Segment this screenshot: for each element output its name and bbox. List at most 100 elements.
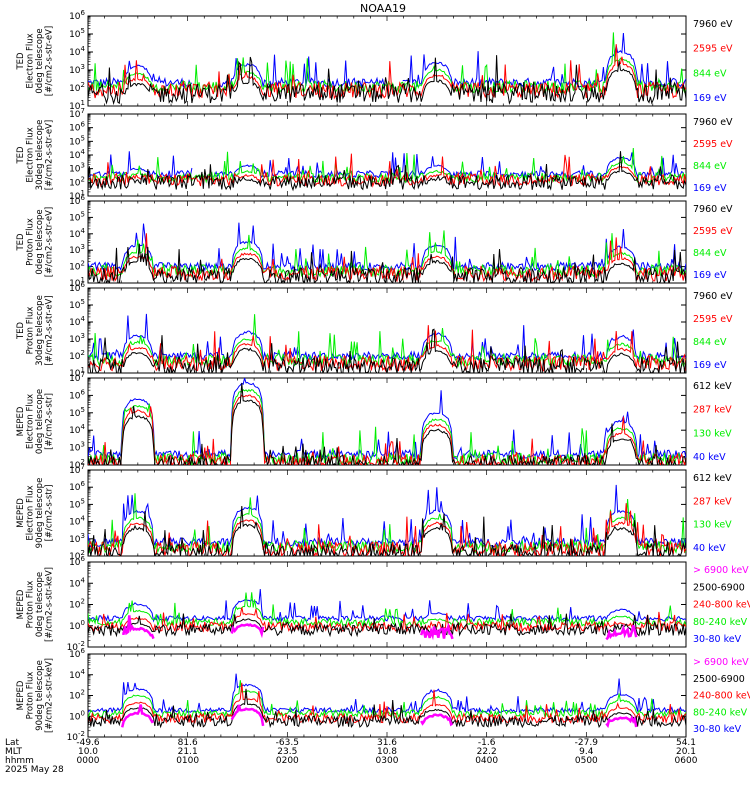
y-tick-label: 104 <box>69 423 85 436</box>
legend-entry: 2500-6900 <box>693 582 745 593</box>
y-axis-label: TEDProton Flux0deg telescope[#/cm2-s-str… <box>16 207 55 277</box>
x-tick-value: 10.0 <box>78 747 98 757</box>
x-tick-value: 31.6 <box>377 738 397 748</box>
legend-entry: 2500-6900 <box>693 674 745 685</box>
panel-frame <box>87 653 687 738</box>
y-tick-label: 103 <box>69 332 85 345</box>
y-tick-label: 103 <box>69 243 85 256</box>
legend-entry: 7960 eV <box>693 117 733 128</box>
series-line-magenta <box>122 615 638 641</box>
y-tick-label: 100 <box>69 619 85 632</box>
x-tick-value: 23.5 <box>277 747 297 757</box>
legend-entry: 2595 eV <box>693 44 733 55</box>
legend-entry: 169 eV <box>693 93 727 104</box>
y-tick-label: 104 <box>69 227 85 240</box>
legend-entry: 169 eV <box>693 183 727 194</box>
x-tick-value: 0000 <box>77 756 100 766</box>
x-tick-value: 0300 <box>376 756 399 766</box>
series-line-green <box>88 314 686 368</box>
series-line-magenta <box>120 704 638 729</box>
y-tick-label: 102 <box>69 349 85 362</box>
legend-entry: 844 eV <box>693 248 727 259</box>
y-tick-label: 106 <box>69 121 85 134</box>
series-line-black <box>88 613 686 638</box>
series-line-black <box>88 151 686 192</box>
y-tick-label: 105 <box>69 497 85 510</box>
y-axis-label: MEPEDElectron Flux0deg telescope[#/cm2-s… <box>16 389 55 454</box>
x-row-label: MLT <box>5 747 23 757</box>
x-tick-value: 0600 <box>675 756 698 766</box>
series-line-black <box>88 688 686 729</box>
legend-entry: 40 keV <box>693 543 726 554</box>
series-line-black <box>88 55 686 106</box>
y-tick-label: 105 <box>69 134 85 147</box>
x-tick-value: 10.8 <box>377 747 397 757</box>
legend-entry: 80-240 keV <box>693 617 748 628</box>
y-tick-label: 10-2 <box>67 640 85 653</box>
legend-entry: 612 keV <box>693 381 732 392</box>
x-row-label: Lat <box>5 738 20 748</box>
legend-entry: 2595 eV <box>693 314 733 325</box>
series-line-blue <box>88 222 686 273</box>
x-tick-value: -27.9 <box>575 738 599 748</box>
plot-title: NOAA19 <box>360 2 406 15</box>
y-tick-label: 103 <box>69 162 85 175</box>
x-row-label: hhmm <box>5 756 34 766</box>
legend-entry: 80-240 keV <box>693 707 748 718</box>
legend-entry: 2595 eV <box>693 139 733 150</box>
y-axis-label: MEPEDElectron Flux90deg telescope[#/cm2-… <box>16 478 55 549</box>
panel-8: 10-2 100 102 104 106 MEPEDProton Flux90deg te… <box>16 647 750 743</box>
legend-entry: 240-800 keV <box>693 691 750 702</box>
y-tick-label: 106 <box>69 480 85 493</box>
legend-entry: 7960 eV <box>693 19 733 30</box>
y-tick-label: 106 <box>69 281 85 294</box>
legend-entry: 130 keV <box>693 520 732 531</box>
y-tick-label: 102 <box>69 260 85 273</box>
y-tick-label: 104 <box>69 45 85 58</box>
y-tick-label: 106 <box>69 9 85 22</box>
legend-entry: 30-80 keV <box>693 724 742 735</box>
legend-entry: 844 eV <box>693 161 727 172</box>
series-line-black <box>88 328 686 373</box>
y-tick-label: 102 <box>69 549 85 562</box>
series-line-blue <box>88 378 686 461</box>
series-traces <box>88 32 686 106</box>
legend-entry: 169 eV <box>693 360 727 371</box>
y-tick-label: 106 <box>69 555 85 568</box>
y-tick-label: 100 <box>69 709 85 722</box>
series-line-blue <box>88 32 686 89</box>
y-tick-label: 102 <box>69 598 85 611</box>
legend-entry: 612 keV <box>693 473 732 484</box>
series-traces <box>88 147 686 192</box>
y-axis-label: TEDElectron Flux30deg telescope[#/cm2-s-… <box>16 120 55 191</box>
legend-entry: 2595 eV <box>693 226 733 237</box>
legend-entry: 287 keV <box>693 405 732 416</box>
series-traces <box>88 313 686 373</box>
y-tick-label: 105 <box>69 406 85 419</box>
x-tick-value: 0100 <box>176 756 199 766</box>
y-tick-label: 104 <box>69 668 85 681</box>
legend-entry: > 6900 keV <box>693 565 749 576</box>
x-tick-value: 0400 <box>475 756 498 766</box>
panel-6: 102 103 104 105 106 107 MEPEDElectron Flux90de… <box>16 463 732 562</box>
y-tick-label: 103 <box>69 63 85 76</box>
y-tick-label: 102 <box>69 81 85 94</box>
series-traces <box>88 589 686 641</box>
x-tick-value: 81.6 <box>178 738 198 748</box>
y-tick-label: 103 <box>69 441 85 454</box>
legend-entry: 130 keV <box>693 428 732 439</box>
legend-entry: 30-80 keV <box>693 634 742 645</box>
series-line-black <box>88 383 686 465</box>
y-axis-label: TEDProton Flux30deg telescope[#/cm2-s-st… <box>16 295 55 366</box>
legend-entry: 169 eV <box>693 270 727 281</box>
legend-entry: 287 keV <box>693 496 732 507</box>
panel-7: 10-2 100 102 104 106 MEPEDProton Flux0deg tel… <box>16 555 750 653</box>
series-traces <box>88 222 686 283</box>
y-tick-label: 101 <box>69 366 85 379</box>
series-line-red <box>88 153 686 188</box>
series-line-green <box>88 230 686 278</box>
x-tick-value: -1.6 <box>478 738 496 748</box>
x-tick-value: 20.1 <box>676 747 696 757</box>
